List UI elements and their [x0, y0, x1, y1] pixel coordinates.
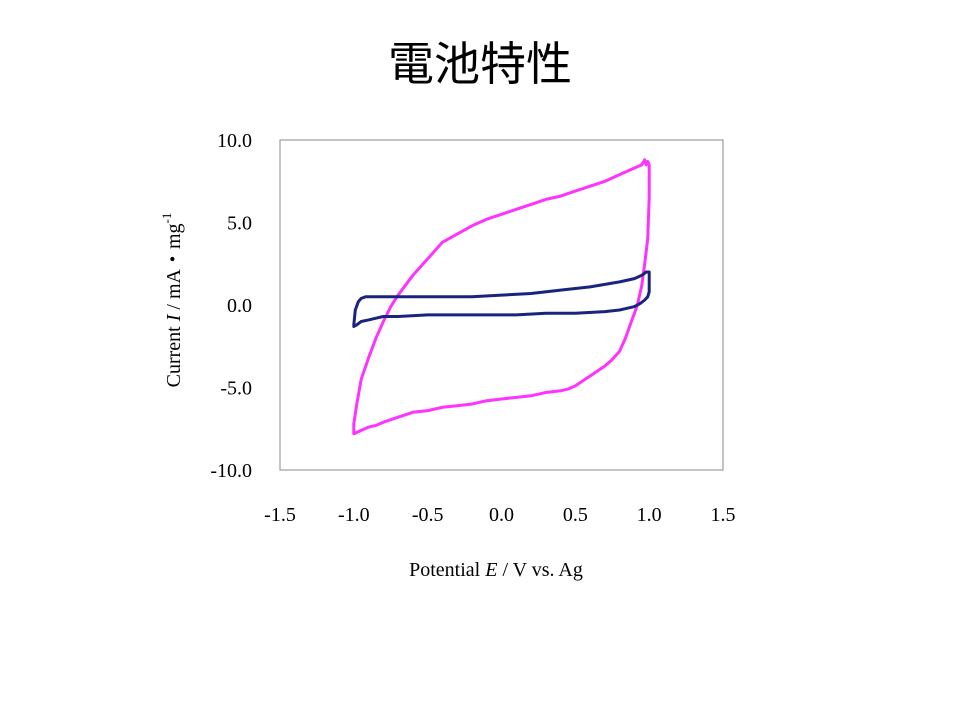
series-line-1 — [352, 158, 651, 436]
x-tick-label: -1.5 — [264, 504, 296, 526]
x-axis-variable: E — [484, 559, 497, 581]
x-axis-label-suffix: / V vs. Ag — [497, 559, 582, 581]
x-tick-label: -1.0 — [338, 504, 370, 526]
x-tick-labels: -1.5 -1.0 -0.5 0.0 0.5 1.0 1.5 — [264, 504, 735, 526]
series-layer — [352, 158, 651, 436]
y-tick-label: 10.0 — [217, 130, 252, 152]
y-tick-labels: 10.0 5.0 0.0 -5.0 -10.0 — [210, 130, 252, 482]
series-line-2 — [352, 270, 651, 328]
x-axis-label: Potential E / V vs. Ag — [409, 559, 583, 581]
y-axis-label-suffix: / mA・mg — [163, 223, 185, 314]
y-tick-label: 0.0 — [227, 295, 252, 317]
x-axis-label-prefix: Potential — [409, 559, 485, 581]
y-axis-label-prefix: Current — [163, 321, 185, 387]
y-axis-variable: I — [163, 313, 185, 322]
x-tick-label: -0.5 — [412, 504, 444, 526]
y-axis-label: Current I / mA・mg-1 — [159, 213, 185, 388]
x-tick-label: 1.0 — [637, 504, 662, 526]
x-tick-label: 0.0 — [489, 504, 514, 526]
y-axis-label-superscript: -1 — [159, 213, 174, 224]
x-tick-label: 0.5 — [563, 504, 588, 526]
x-tick-label: 1.5 — [711, 504, 736, 526]
slide-title: 電池特性 — [388, 37, 572, 91]
y-tick-label: -10.0 — [210, 460, 252, 482]
y-tick-label: 5.0 — [227, 213, 252, 235]
plot-area — [279, 139, 724, 471]
y-tick-label: -5.0 — [220, 378, 252, 400]
